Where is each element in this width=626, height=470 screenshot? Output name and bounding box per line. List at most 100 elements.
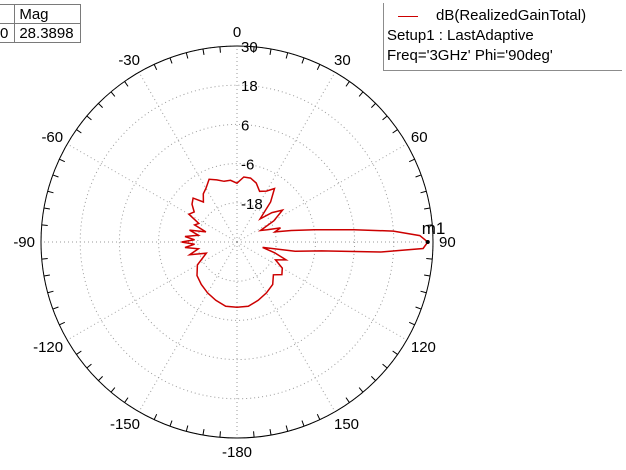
outer-tick xyxy=(253,431,255,438)
outer-tick xyxy=(219,46,221,53)
angle-tick-label: 30 xyxy=(334,52,351,69)
angle-tick-label: -180 xyxy=(222,444,252,461)
radial-tick-label: -6 xyxy=(241,157,254,174)
outer-tick xyxy=(358,91,364,97)
angle-tick-label: -30 xyxy=(118,52,140,69)
legend-sweep-label: Freq='3GHz' Phi='90deg' xyxy=(387,47,553,64)
angle-tick-label: 150 xyxy=(334,416,359,433)
angle-spoke xyxy=(67,241,238,341)
angle-tick-label: 90 xyxy=(439,234,456,251)
angle-spoke xyxy=(236,241,336,412)
outer-tick xyxy=(185,52,189,59)
outer-tick xyxy=(285,52,289,59)
outer-tick xyxy=(345,397,350,403)
outer-tick xyxy=(424,274,431,277)
outer-circle xyxy=(40,45,434,439)
outer-tick xyxy=(301,420,305,427)
outer-tick xyxy=(420,290,427,294)
outer-tick xyxy=(426,224,433,226)
marker-label: m1 xyxy=(422,219,446,238)
outer-tick xyxy=(169,420,173,427)
angle-spoke xyxy=(138,72,238,243)
angle-spoke xyxy=(236,143,407,243)
radial-grid-circle xyxy=(197,202,277,282)
outer-tick xyxy=(98,103,104,109)
outer-tick xyxy=(185,425,189,432)
radial-grid-circle xyxy=(118,123,356,361)
outer-tick xyxy=(41,224,48,226)
legend-swatch xyxy=(398,16,418,17)
radial-tick-label: -18 xyxy=(241,196,263,213)
outer-tick xyxy=(202,429,205,436)
outer-tick xyxy=(301,57,305,64)
outer-tick xyxy=(269,48,272,55)
angle-tick-label: 120 xyxy=(411,339,436,356)
outer-tick xyxy=(76,129,82,134)
outer-tick xyxy=(43,274,50,277)
outer-tick xyxy=(59,321,66,326)
outer-tick xyxy=(169,57,173,64)
outer-tick xyxy=(382,363,388,369)
outer-tick xyxy=(52,306,59,310)
outer-tick xyxy=(392,129,398,134)
outer-tick xyxy=(47,190,54,194)
radial-tick-label: 30 xyxy=(241,39,258,56)
angle-tick-label: -90 xyxy=(13,234,35,251)
outer-tick xyxy=(110,387,116,393)
marker-table-header: Mag xyxy=(14,4,81,24)
outer-tick xyxy=(86,363,92,369)
outer-tick xyxy=(202,48,205,55)
outer-tick xyxy=(285,425,289,432)
marker-dot xyxy=(425,240,430,244)
angle-tick-label: 0 xyxy=(233,24,241,41)
outer-tick xyxy=(110,91,116,97)
outer-tick xyxy=(358,387,364,393)
outer-tick xyxy=(382,115,388,121)
angle-spoke xyxy=(236,72,336,243)
outer-tick xyxy=(392,350,398,355)
outer-tick xyxy=(59,158,66,163)
legend: dB(RealizedGainTotal) Setup1 : LastAdapt… xyxy=(383,3,622,71)
radial-grid-circle xyxy=(158,163,316,321)
outer-tick xyxy=(316,413,321,420)
outer-tick xyxy=(219,431,221,438)
outer-tick xyxy=(124,81,129,87)
marker-m1[interactable]: m1 xyxy=(422,219,446,244)
radial-tick-label: 18 xyxy=(241,78,258,95)
outer-tick xyxy=(408,321,415,326)
outer-tick xyxy=(47,290,54,294)
marker-table-corner xyxy=(0,4,16,24)
outer-tick-marks xyxy=(41,46,433,438)
marker-table: Mag 0 28.3898 xyxy=(0,4,81,43)
angle-tick-label: 60 xyxy=(411,129,428,146)
angle-tick-label: -60 xyxy=(41,129,63,146)
marker-table-row-label: 0 xyxy=(0,23,16,43)
outer-tick xyxy=(345,81,350,87)
gain-trace xyxy=(181,176,429,309)
angle-spoke xyxy=(67,143,238,243)
outer-tick xyxy=(52,174,59,178)
outer-tick xyxy=(43,207,50,210)
outer-tick xyxy=(76,350,82,355)
angle-tick-label: -150 xyxy=(110,416,140,433)
outer-tick xyxy=(98,375,104,381)
outer-tick xyxy=(41,258,48,260)
outer-tick xyxy=(408,158,415,163)
outer-tick xyxy=(316,64,321,71)
polar-grid xyxy=(40,45,434,439)
outer-tick xyxy=(370,103,376,109)
outer-tick xyxy=(415,174,422,178)
radial-tick-label: 6 xyxy=(241,117,249,134)
outer-tick xyxy=(415,306,422,310)
outer-tick xyxy=(420,190,427,194)
outer-tick xyxy=(424,207,431,210)
outer-tick xyxy=(153,64,158,71)
marker-table-value: 28.3898 xyxy=(14,23,81,43)
outer-tick xyxy=(426,258,433,260)
outer-tick xyxy=(253,46,255,53)
legend-series-label: dB(RealizedGainTotal) xyxy=(436,7,587,24)
legend-setup-label: Setup1 : LastAdaptive xyxy=(387,27,534,44)
outer-tick xyxy=(370,375,376,381)
